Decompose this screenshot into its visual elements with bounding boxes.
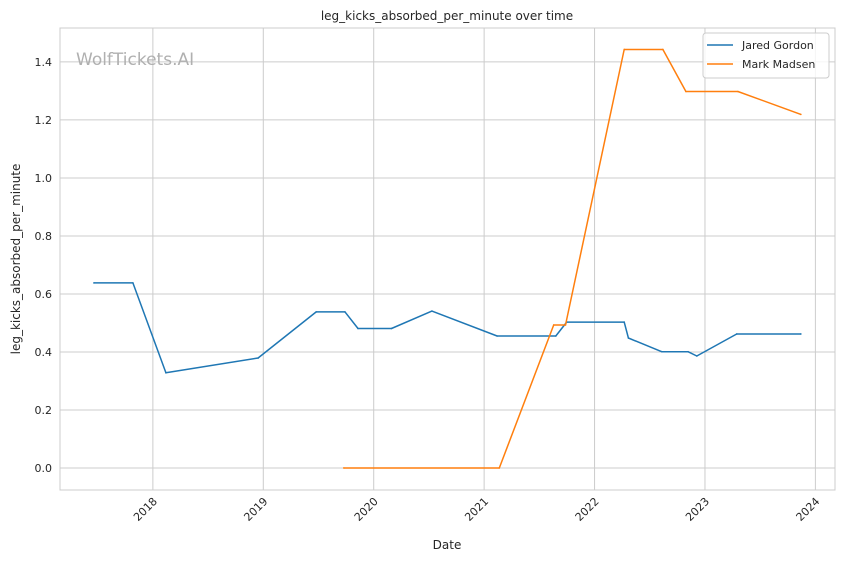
data-point	[93, 282, 95, 284]
data-point	[344, 311, 346, 313]
legend: Jared Gordon Mark Madsen	[702, 32, 830, 79]
x-tick-label: 2022	[573, 495, 602, 524]
y-tick-label: 1.0	[35, 172, 53, 185]
data-point	[737, 90, 739, 93]
data-point	[132, 282, 134, 284]
data-point	[315, 311, 318, 313]
y-tick-label: 1.2	[35, 114, 53, 127]
legend-box	[702, 32, 830, 79]
data-point	[735, 333, 738, 335]
data-point	[257, 357, 259, 359]
y-tick-label: 0.2	[35, 404, 53, 417]
data-point	[800, 113, 802, 116]
y-tick-label: 0.8	[35, 230, 53, 243]
data-point	[390, 327, 393, 330]
data-point	[627, 337, 630, 339]
series-group	[93, 48, 802, 469]
data-point	[564, 324, 567, 326]
legend-label-mark-madsen: Mark Madsen	[742, 58, 815, 71]
data-point	[498, 467, 501, 469]
watermark: WolfTickets.AI	[76, 50, 194, 70]
legend-label-jared-gordon: Jared Gordon	[741, 39, 814, 52]
x-tick-label: 2021	[462, 495, 491, 524]
y-tick-label: 0.6	[35, 288, 53, 301]
data-point	[552, 324, 555, 326]
y-tick-labels: 0.0 0.2 0.4 0.6 0.8 1.0 1.2 1.4	[35, 56, 53, 475]
data-point	[342, 467, 345, 469]
data-point	[165, 372, 167, 374]
chart-title: leg_kicks_absorbed_per_minute over time	[321, 9, 573, 23]
data-point	[696, 355, 698, 357]
data-point	[623, 48, 625, 51]
series-line-mark-madsen	[343, 48, 802, 469]
x-tick-label: 2023	[683, 495, 712, 524]
y-tick-label: 1.4	[35, 56, 53, 69]
x-tick-label: 2019	[241, 495, 270, 524]
grid	[60, 28, 835, 490]
x-axis-label: Date	[433, 538, 462, 552]
y-axis-label: leg_kicks_absorbed_per_minute	[9, 164, 23, 355]
x-tick-label: 2018	[131, 495, 160, 524]
data-point	[800, 333, 802, 335]
data-point	[496, 335, 498, 337]
series-line-jared-gordon	[93, 282, 801, 374]
x-tick-labels: 2018 2019 2020 2021 2022 2023 2024	[131, 495, 823, 524]
data-point	[660, 350, 663, 353]
x-tick-label: 2024	[794, 495, 823, 524]
plot-frame	[59, 27, 836, 491]
data-point	[687, 350, 689, 353]
data-point	[555, 335, 557, 337]
data-point	[685, 90, 687, 93]
data-point	[357, 327, 359, 330]
data-point	[431, 310, 433, 312]
data-point	[662, 48, 664, 51]
x-tick-label: 2020	[352, 495, 381, 524]
y-tick-label: 0.4	[35, 346, 53, 359]
data-point	[623, 321, 625, 323]
y-tick-label: 0.0	[35, 462, 53, 475]
